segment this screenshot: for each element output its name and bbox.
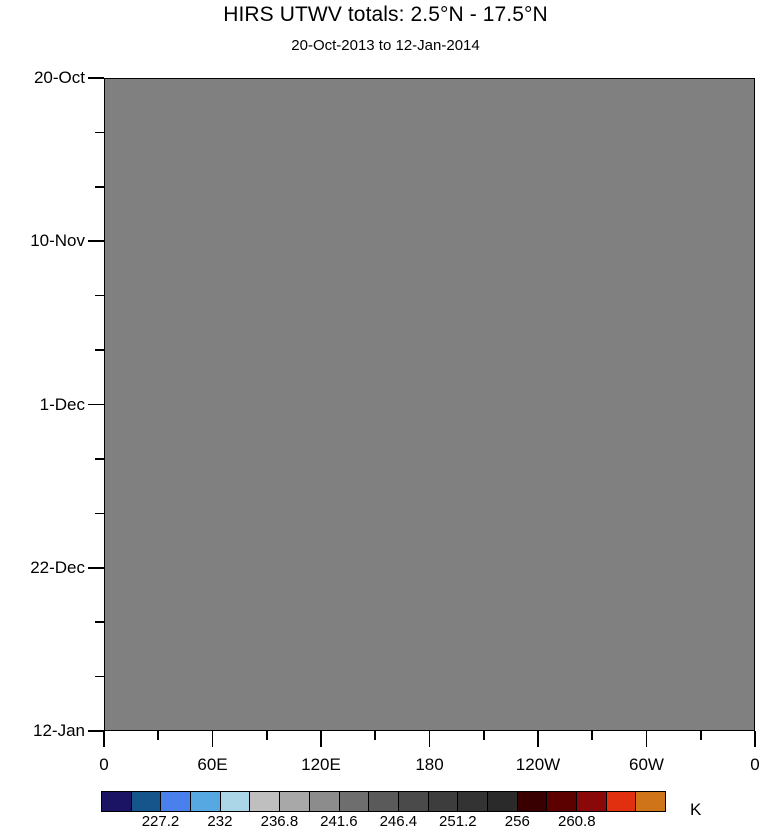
colorbar-swatch — [161, 792, 192, 811]
colorbar-swatch — [398, 792, 429, 811]
x-tick-minor — [482, 731, 485, 740]
x-axis-label: 60W — [629, 755, 664, 774]
colorbar-swatch — [102, 792, 132, 811]
x-axis-label: 0 — [750, 755, 760, 774]
colorbar-swatch — [339, 792, 370, 811]
x-tick-major — [211, 731, 214, 747]
colorbar-tick-label: 232 — [207, 813, 233, 830]
colorbar-tick-label: 227.2 — [141, 813, 180, 830]
x-tick-major — [645, 731, 648, 747]
y-tick-minor — [95, 458, 104, 460]
y-axis-label: 1-Dec — [39, 394, 85, 414]
colorbar-swatch — [547, 792, 577, 811]
y-axis-label: 10-Nov — [30, 231, 85, 251]
x-tick-minor — [265, 731, 268, 740]
x-tick-minor — [591, 731, 594, 740]
y-axis-label: 20-Oct — [33, 68, 85, 87]
colorbar-swatch — [220, 792, 251, 811]
x-axis-label: 180 — [415, 755, 444, 774]
y-tick-major — [88, 77, 104, 79]
page-title: HIRS UTWV totals: 2.5°N - 17.5°N — [223, 3, 548, 26]
colorbar-swatch — [458, 792, 488, 811]
colorbar-swatch — [280, 792, 310, 811]
x-tick-major — [428, 731, 431, 747]
y-tick-minor — [95, 621, 104, 623]
plot-area — [104, 78, 755, 731]
x-tick-major — [537, 731, 539, 747]
y-tick-major — [88, 730, 104, 732]
y-axis-label: 12-Jan — [33, 721, 85, 740]
colorbar-tick-label: 251.2 — [439, 813, 477, 830]
colorbar-tick-label: 241.6 — [320, 813, 358, 830]
y-tick-minor — [95, 294, 104, 297]
colorbar-swatch — [517, 792, 548, 811]
x-axis-label: 60E — [197, 755, 228, 774]
figure-subtitle: 20-Oct-2013 to 12-Jan-2014 — [291, 37, 480, 54]
colorbar-swatch — [369, 792, 399, 811]
y-tick-major — [88, 240, 104, 243]
colorbar-swatch — [606, 792, 637, 811]
y-tick-major — [88, 403, 104, 406]
y-tick-minor — [95, 131, 104, 134]
colorbar — [101, 791, 666, 812]
x-axis-label: 120E — [301, 755, 341, 774]
y-tick-minor — [95, 349, 104, 351]
colorbar-swatch — [636, 792, 666, 811]
heatmap-canvas — [105, 79, 754, 730]
colorbar-tick-label: 260.8 — [558, 813, 596, 830]
x-tick-minor — [699, 731, 702, 740]
colorbar-swatch — [487, 792, 518, 811]
colorbar-swatch — [309, 792, 340, 811]
y-tick-minor — [95, 512, 104, 515]
x-tick-minor — [157, 731, 160, 740]
colorbar-tick-label: 246.4 — [379, 813, 418, 830]
colorbar-swatch — [577, 792, 607, 811]
colorbar-units-label: K — [690, 800, 702, 819]
colorbar-swatch — [191, 792, 221, 811]
x-axis-label: 120W — [515, 755, 561, 774]
x-tick-minor — [374, 731, 377, 740]
colorbar-swatch — [131, 792, 162, 811]
x-tick-major — [754, 731, 756, 747]
y-axis-label: 22-Dec — [30, 557, 85, 577]
y-tick-minor — [95, 186, 104, 188]
colorbar-swatch — [428, 792, 459, 811]
colorbar-tick-label: 256 — [504, 813, 530, 830]
colorbar-swatch — [250, 792, 281, 811]
colorbar-tick-label: 236.8 — [260, 813, 299, 830]
y-tick-major — [88, 566, 104, 569]
x-tick-major — [103, 731, 105, 747]
x-tick-major — [320, 731, 322, 747]
y-tick-minor — [95, 675, 104, 678]
x-axis-label: 0 — [99, 755, 109, 774]
